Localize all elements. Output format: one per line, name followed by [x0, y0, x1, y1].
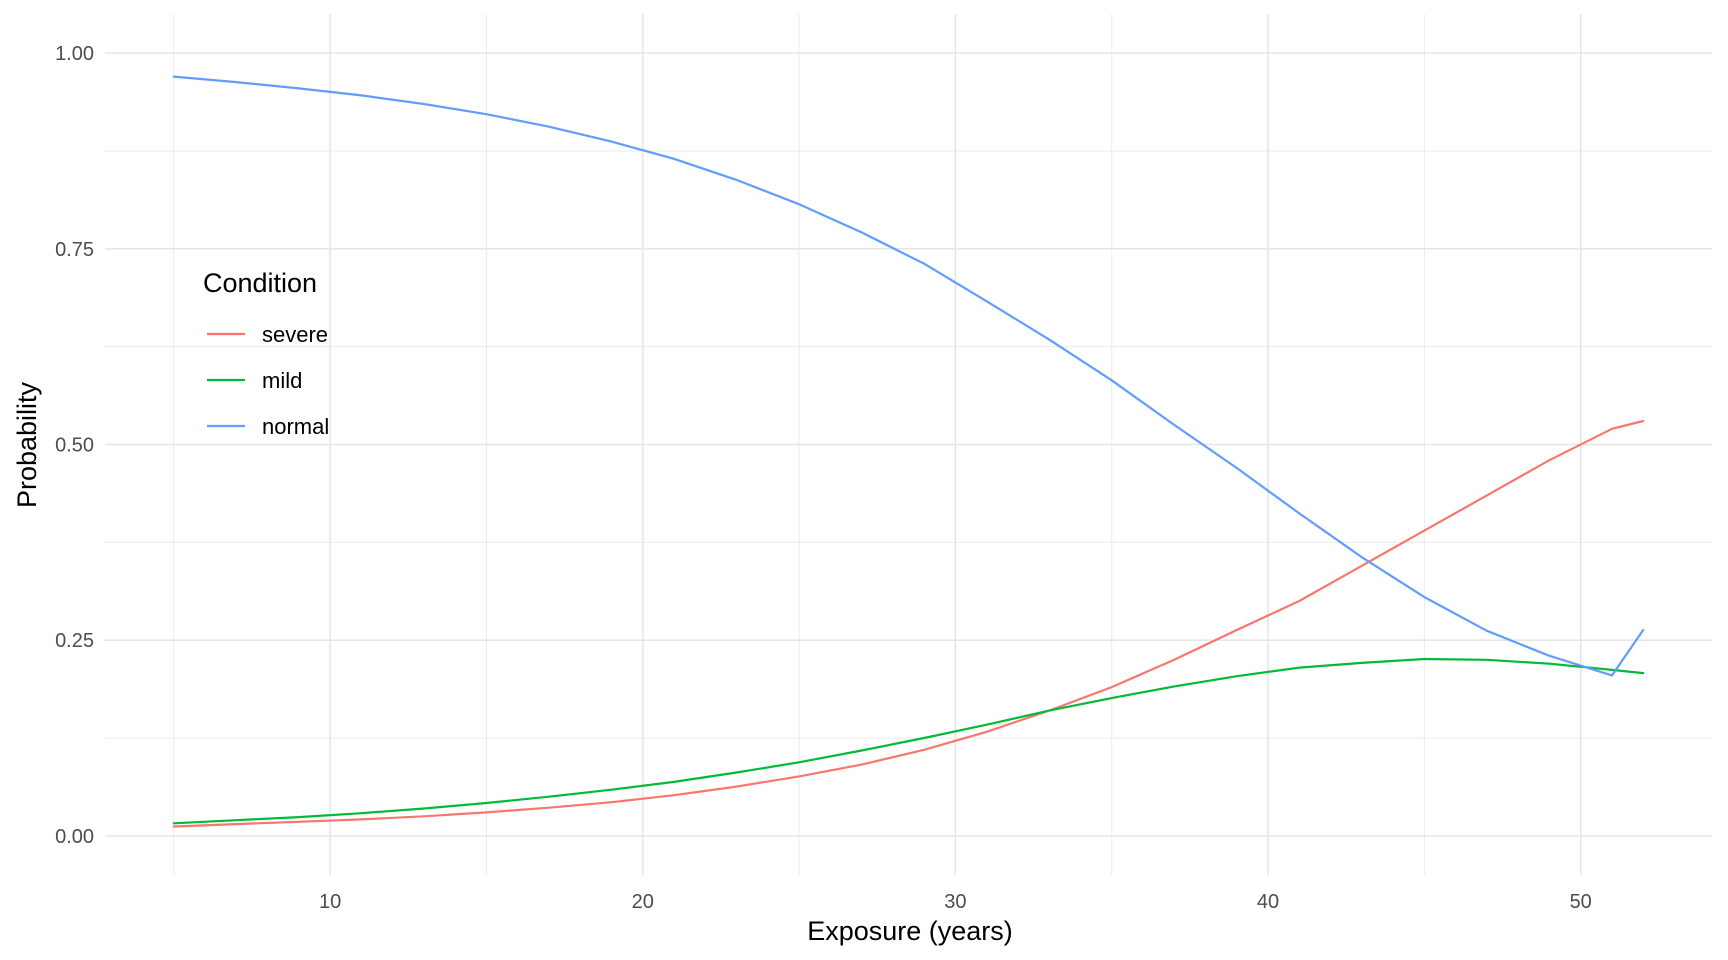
y-tick-label: 0.75: [55, 239, 94, 261]
series-line-mild: [172, 657, 1645, 825]
x-axis-tick-labels: 10 20 30 40 50: [319, 891, 1592, 913]
x-tick-label: 10: [319, 891, 341, 913]
y-axis-title: Probability: [12, 381, 42, 508]
x-tick-label: 50: [1570, 891, 1592, 913]
legend-title: Condition: [203, 268, 317, 298]
x-tick-label: 30: [944, 891, 966, 913]
y-tick-label: 1.00: [55, 43, 94, 65]
legend-label-mild: mild: [262, 368, 302, 393]
legend: Condition severe mild normal: [203, 268, 329, 439]
x-tick-label: 20: [632, 891, 654, 913]
legend-label-severe: severe: [262, 322, 328, 347]
series-line-severe: [172, 419, 1645, 828]
x-axis-title: Exposure (years): [807, 916, 1013, 946]
grid-major-lines: [105, 14, 1712, 875]
y-tick-label: 0.50: [55, 435, 94, 457]
series-line-normal: [172, 75, 1645, 677]
y-tick-label: 0.00: [55, 826, 94, 848]
x-tick-label: 40: [1257, 891, 1279, 913]
y-axis-tick-labels: 0.00 0.25 0.50 0.75 1.00: [55, 43, 94, 848]
y-tick-label: 0.25: [55, 630, 94, 652]
series-lines: [172, 75, 1645, 828]
legend-label-normal: normal: [262, 414, 329, 439]
